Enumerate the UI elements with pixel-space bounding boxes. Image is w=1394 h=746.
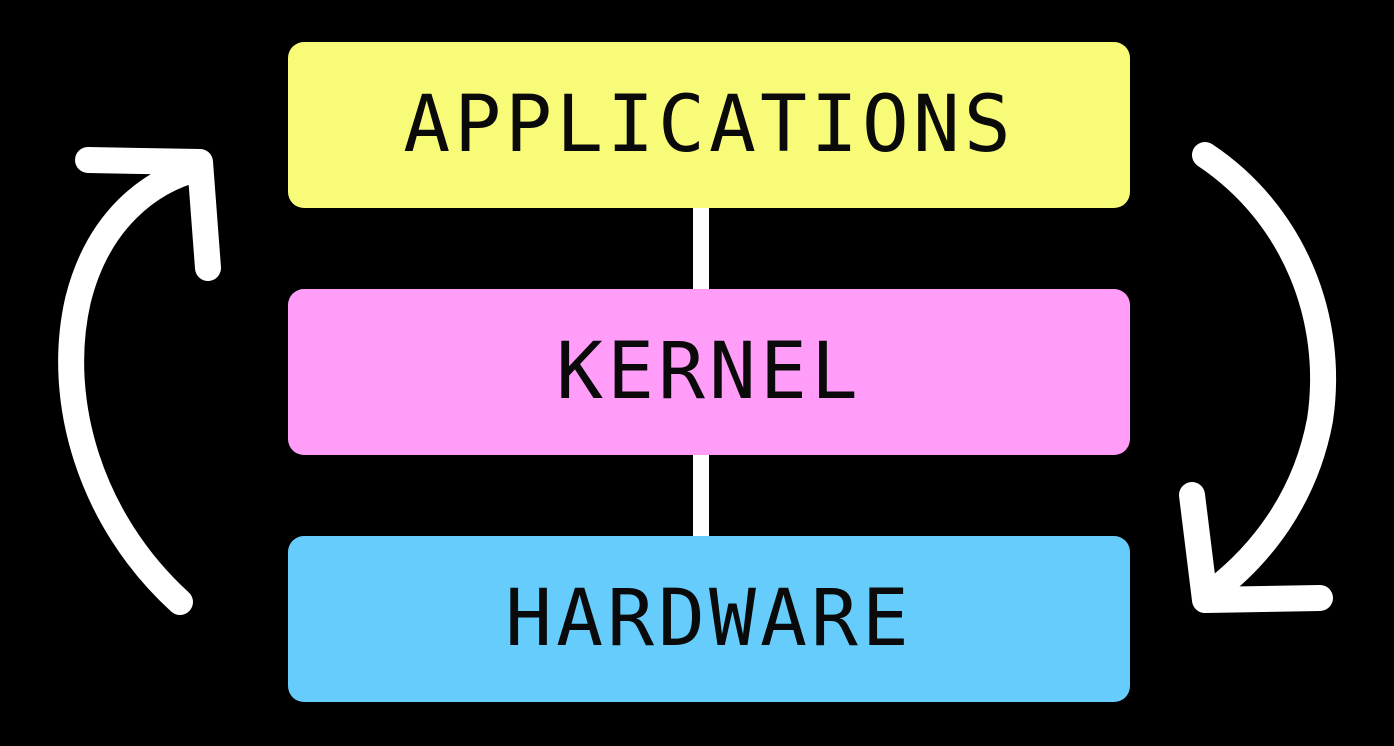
- connector-kernel-hardware: [693, 452, 709, 542]
- curved-arrow-down-icon: [1179, 142, 1336, 613]
- layer-hardware: HARDWARE: [288, 536, 1130, 702]
- layer-kernel-label: KERNEL: [556, 327, 862, 417]
- connector-applications-kernel: [693, 205, 709, 295]
- layer-hardware-label: HARDWARE: [505, 574, 913, 664]
- layer-kernel: KERNEL: [288, 289, 1130, 455]
- layer-applications: APPLICATIONS: [288, 42, 1130, 208]
- curved-arrow-up-icon: [58, 147, 221, 615]
- layer-applications-label: APPLICATIONS: [403, 80, 1015, 170]
